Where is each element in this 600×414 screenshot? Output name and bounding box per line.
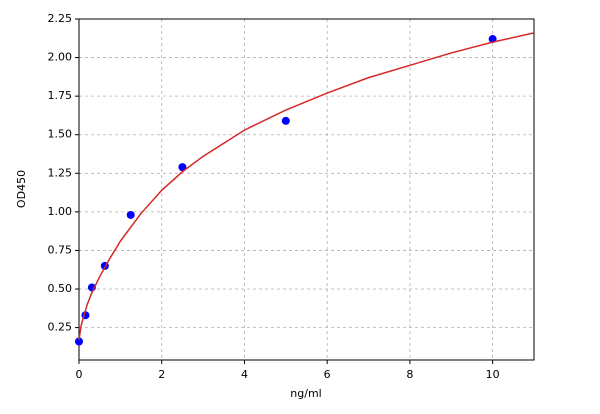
- y-tick-label: 2.00: [48, 51, 73, 64]
- axes-frame: [78, 18, 535, 361]
- data-point: [75, 337, 83, 346]
- plot-area: [79, 19, 534, 360]
- x-tick-label: 4: [241, 368, 248, 381]
- y-tick-label: 2.25: [48, 12, 73, 25]
- y-tick-label: 0.25: [48, 321, 73, 334]
- data-point: [281, 116, 290, 125]
- data-point: [178, 163, 187, 172]
- x-tick-label: 2: [158, 368, 165, 381]
- x-axis-label: ng/ml: [290, 387, 321, 400]
- y-tick-label: 1.25: [48, 166, 73, 179]
- x-tick-label: 8: [406, 368, 413, 381]
- y-tick-label: 0.75: [48, 243, 73, 256]
- x-tick-label: 10: [486, 368, 500, 381]
- y-tick-label: 1.00: [48, 205, 73, 218]
- fit-curve: [78, 32, 535, 341]
- x-tick-label: 0: [76, 368, 83, 381]
- y-tick-label: 0.50: [48, 282, 73, 295]
- y-axis-label: OD450: [15, 170, 28, 208]
- y-tick-label: 1.75: [48, 89, 73, 102]
- data-point: [126, 210, 135, 219]
- y-tick-label: 1.50: [48, 128, 73, 141]
- x-tick-label: 6: [324, 368, 331, 381]
